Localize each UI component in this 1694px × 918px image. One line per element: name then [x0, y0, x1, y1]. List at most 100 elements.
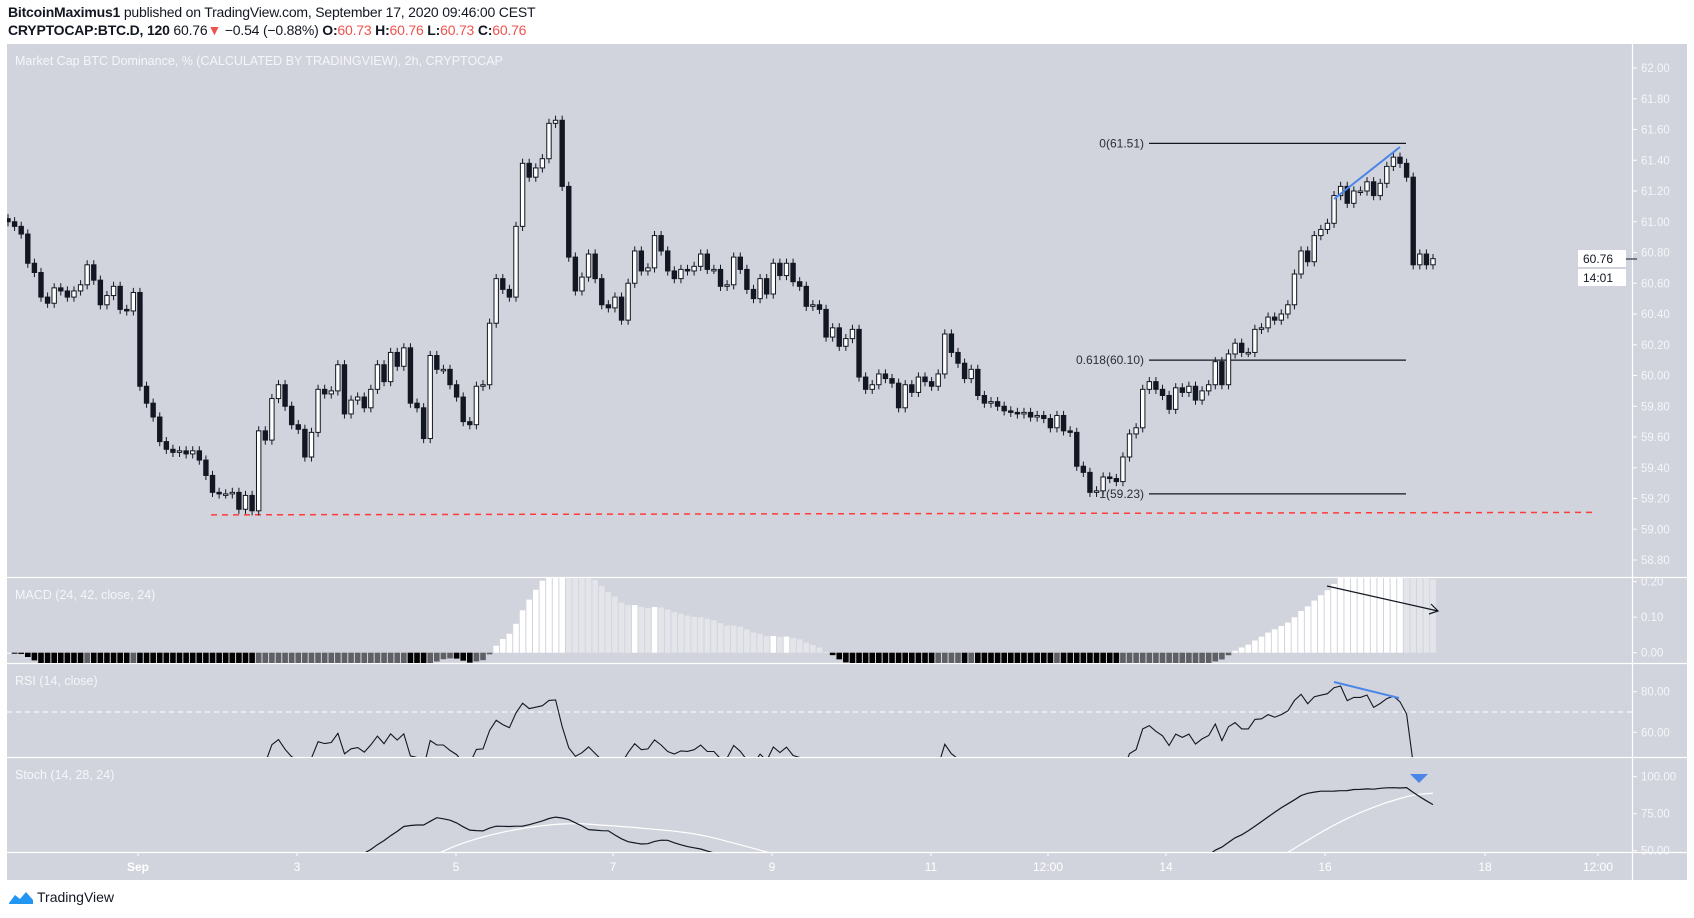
macd-bar — [176, 652, 183, 663]
candle-body-down — [282, 384, 288, 407]
candle-body-down — [58, 287, 64, 292]
macd-bar — [7, 652, 11, 654]
macd-bar — [308, 652, 315, 663]
candle — [730, 252, 737, 290]
symbol-label[interactable]: CRYPTOCAP:BTC.D, 120 — [8, 22, 170, 38]
macd-bar — [64, 652, 71, 663]
macd-bar — [994, 652, 1001, 663]
candle — [790, 258, 796, 287]
tradingview-brand[interactable]: TradingView — [8, 889, 114, 905]
candle — [1265, 312, 1271, 333]
macd-histogram — [7, 578, 1436, 663]
macd-bar — [1278, 626, 1285, 653]
candle-body-down — [1423, 253, 1430, 266]
price-axis[interactable]: 62.00 61.80 61.60 61.40 61.20 61.00 60.80 60.60… — [1632, 63, 1670, 567]
macd-bar — [57, 652, 64, 663]
candle — [1285, 300, 1291, 319]
candle — [143, 381, 150, 408]
low-label: L: — [427, 22, 441, 38]
macd-bar — [1397, 578, 1403, 653]
candle-body-down — [420, 407, 427, 440]
last-price-value: 60.76 — [1583, 252, 1613, 266]
candle-body-up — [242, 494, 249, 510]
candle — [223, 489, 229, 499]
candle-body-down — [434, 355, 440, 370]
macd-bar — [1040, 652, 1047, 663]
candle — [1126, 429, 1133, 462]
macd-bar — [467, 652, 473, 663]
macd-bar — [777, 636, 783, 653]
macd-bar — [84, 652, 90, 663]
macd-bar — [935, 652, 942, 663]
macd-bar — [203, 652, 209, 663]
time-tick-label: 7 — [610, 860, 617, 874]
candle-body-down — [394, 351, 400, 367]
candle — [368, 384, 374, 413]
last-price-label: 60.76 14:01 — [1578, 250, 1637, 286]
macd-bar — [1370, 578, 1377, 653]
candle-body-up — [1133, 427, 1139, 435]
macd-bar — [196, 652, 203, 663]
macd-bar — [486, 652, 493, 655]
price-trendline[interactable] — [1333, 146, 1401, 200]
candle-body-up — [1245, 351, 1251, 355]
fib-retracement[interactable]: 0(61.51) 0.618(60.10) 1(59.23) — [1076, 136, 1406, 501]
candle-body-up — [308, 431, 315, 458]
candle-body-down — [763, 278, 770, 295]
macd-bar — [810, 644, 816, 653]
candle — [1245, 347, 1251, 358]
candle — [678, 264, 684, 284]
macd-bar — [1054, 652, 1060, 663]
candle-body-up — [328, 390, 334, 395]
macd-bar — [1153, 652, 1159, 663]
macd-bar — [156, 652, 163, 663]
price-tick-label: 62.00 — [1641, 63, 1670, 75]
candle-body-down — [975, 368, 981, 396]
rsi-divergence-line[interactable] — [1333, 681, 1400, 699]
candle-body-up — [698, 253, 704, 267]
macd-bar — [499, 639, 506, 653]
candle — [552, 115, 559, 128]
stoch-d-line — [439, 792, 1434, 852]
bar-countdown: 14:01 — [1583, 271, 1613, 285]
candle — [928, 377, 935, 391]
candle — [829, 323, 836, 342]
candle — [876, 369, 882, 390]
open-value: 60.73 — [337, 22, 372, 38]
candle — [757, 274, 763, 304]
candle — [671, 266, 678, 284]
publish-info: BitcoinMaximus1 published on TradingView… — [8, 4, 536, 20]
candle — [1199, 386, 1205, 405]
candle-body-down — [143, 385, 150, 404]
macd-bar — [856, 652, 862, 663]
candle-body-up — [1285, 304, 1291, 315]
macd-down-arrow[interactable] — [1326, 585, 1440, 615]
macd-bar — [90, 652, 97, 663]
candle — [84, 260, 90, 290]
candle — [981, 390, 988, 408]
macd-bar — [170, 652, 176, 663]
candle — [618, 292, 625, 325]
price-tick-label: 60.60 — [1641, 278, 1670, 290]
candle-body-up — [968, 368, 974, 380]
candle — [51, 283, 57, 308]
candle-body-down — [262, 430, 268, 441]
macd-bar — [328, 652, 335, 663]
macd-bar — [915, 652, 922, 663]
macd-bar — [1212, 652, 1219, 662]
candle — [176, 446, 183, 457]
time-axis[interactable]: Sep 3 5 7 9 11 12:00 14 16 18 12:00 — [127, 852, 1613, 874]
macd-bar — [513, 623, 519, 653]
candle — [321, 384, 328, 399]
macd-bar — [691, 616, 697, 653]
candle — [895, 378, 902, 413]
candle — [1087, 467, 1093, 497]
candle-body-up — [552, 119, 559, 124]
candle — [717, 264, 724, 291]
candle-body-up — [730, 256, 737, 286]
author-name[interactable]: BitcoinMaximus1 — [8, 4, 121, 20]
macd-bar — [295, 652, 302, 663]
candle — [651, 230, 658, 273]
candle — [849, 324, 856, 344]
